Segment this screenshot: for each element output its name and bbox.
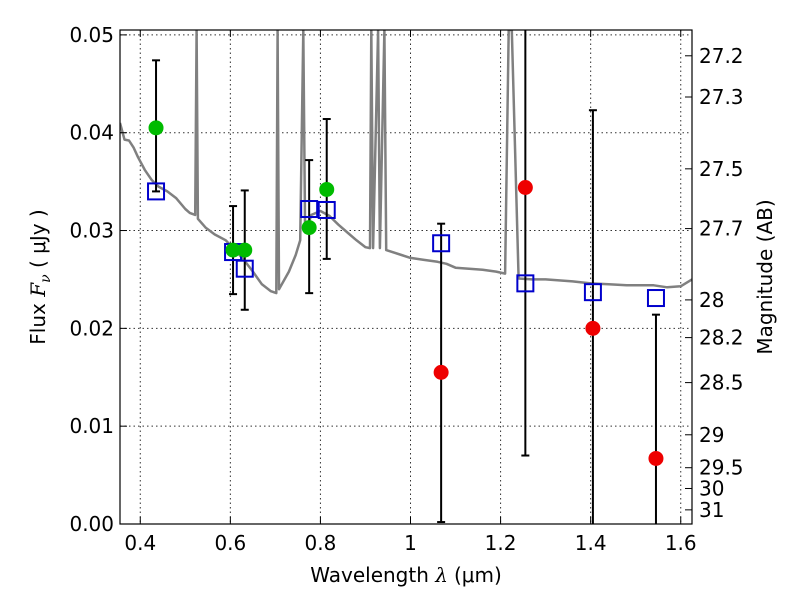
magnitude-tick-label: 29.5 bbox=[699, 456, 744, 480]
y-axis-label-symbol: F bbox=[26, 282, 50, 298]
magnitude-tick-label: 30 bbox=[699, 476, 724, 500]
x-axis-label-text: Wavelength bbox=[310, 563, 435, 587]
magnitude-tick-label: 27.2 bbox=[699, 44, 744, 68]
magnitude-tick-label: 27.3 bbox=[699, 85, 744, 109]
magnitude-tick-label: 31 bbox=[699, 498, 724, 522]
model-photometry-square bbox=[300, 200, 319, 219]
magnitude-tick-label: 29 bbox=[699, 423, 724, 447]
x-tick-label: 0.6 bbox=[214, 531, 246, 555]
x-axis-label-lambda: λ bbox=[434, 563, 448, 587]
magnitude-tick-label: 28.2 bbox=[699, 326, 744, 350]
x-axis-label: Wavelength λ (μm) bbox=[310, 563, 502, 587]
x-tick-label: 1 bbox=[404, 531, 417, 555]
nir-photometry-point bbox=[517, 179, 533, 195]
y-tick-label: 0.01 bbox=[69, 414, 114, 438]
y-axis-label: Flux Fν ( μJy ) bbox=[26, 209, 54, 344]
nir-photometry-point bbox=[433, 364, 449, 380]
x-tick-label: 1.2 bbox=[485, 531, 517, 555]
nir-photometry-point bbox=[648, 450, 664, 466]
optical-photometry-point bbox=[301, 220, 317, 236]
plot-frame bbox=[119, 29, 693, 525]
optical-photometry-point bbox=[319, 181, 335, 197]
y2-axis-label: Magnitude (AB) bbox=[753, 199, 777, 354]
optical-photometry-point bbox=[237, 242, 253, 258]
y-axis-label-unit: ( μJy ) bbox=[26, 209, 50, 274]
x-axis-label-unit: (μm) bbox=[454, 563, 502, 587]
axis-ticks bbox=[120, 30, 692, 525]
model-photometry-square bbox=[516, 274, 535, 293]
y-tick-label: 0.03 bbox=[69, 219, 114, 243]
y-tick-label: 0.00 bbox=[69, 512, 114, 536]
grid bbox=[120, 30, 692, 524]
model-photometry-square bbox=[235, 259, 254, 278]
x-tick-label: 1.4 bbox=[575, 531, 607, 555]
y-tick-label: 0.02 bbox=[69, 316, 114, 340]
y-axis-label-prefix: Flux bbox=[26, 297, 50, 345]
x-tick-label: 0.4 bbox=[124, 531, 156, 555]
magnitude-tick-label: 27.7 bbox=[699, 217, 744, 241]
x-tick-label: 0.8 bbox=[305, 531, 337, 555]
axis-tick-labels: 0.4 0.6 0.8 1 1.2 1.4 1.6 0.00 0.01 0.02 0.03 0.04 0… bbox=[69, 23, 743, 555]
x-tick-label: 1.6 bbox=[665, 531, 697, 555]
model-photometry-square bbox=[317, 200, 336, 219]
magnitude-tick-label: 28 bbox=[699, 288, 724, 312]
optical-photometry-point bbox=[148, 120, 164, 136]
y-tick-label: 0.04 bbox=[69, 121, 114, 145]
model-photometry-square bbox=[646, 289, 665, 308]
magnitude-tick-label: 28.5 bbox=[699, 371, 744, 395]
y-axis-label-subscript: ν bbox=[38, 274, 54, 283]
model-photometry-square bbox=[583, 283, 602, 302]
model-photometry-square bbox=[432, 234, 451, 253]
y-tick-label: 0.05 bbox=[69, 23, 114, 47]
model-photometry-square bbox=[147, 182, 166, 201]
marker-layer bbox=[147, 120, 665, 466]
nir-photometry-point bbox=[585, 320, 601, 336]
magnitude-tick-label: 27.5 bbox=[699, 157, 744, 181]
